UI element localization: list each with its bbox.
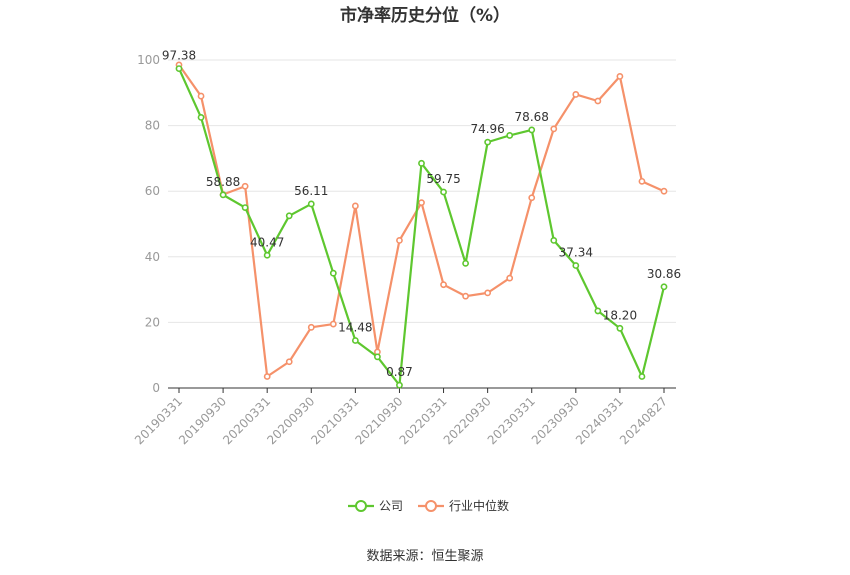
data-labels: 97.38 58.88 40.47 56.11 14.48 0.87 59.75 74.96 7… [162, 49, 681, 380]
data-point [440, 188, 447, 196]
data-point [638, 373, 646, 380]
data-point [396, 381, 403, 389]
data-point [572, 91, 580, 98]
data-point [418, 199, 425, 207]
data-point [219, 191, 227, 199]
data-point [241, 204, 249, 211]
data-point [307, 200, 315, 208]
data-point [263, 251, 271, 259]
data-label: 37.34 [559, 246, 593, 260]
data-point [528, 126, 536, 134]
data-label: 78.68 [515, 110, 549, 124]
series-layer [175, 61, 668, 389]
data-point [616, 73, 624, 80]
data-point [351, 202, 359, 210]
chart-title: 市净率历史分位（%） [340, 5, 510, 26]
data-label: 0.87 [386, 365, 413, 379]
data-point [660, 187, 668, 195]
data-point [263, 373, 271, 380]
y-tick-label: 60 [145, 184, 160, 198]
data-point [484, 138, 492, 146]
series-line-0 [177, 68, 666, 387]
data-point [329, 269, 337, 277]
legend-item-0[interactable]: 公司 [348, 499, 403, 513]
y-tick-label: 80 [145, 119, 160, 133]
legend-label: 公司 [379, 499, 403, 513]
data-point [285, 212, 293, 220]
data-label: 97.38 [162, 49, 196, 63]
data-point [638, 177, 646, 185]
y-tick-label: 100 [137, 53, 160, 67]
data-label: 59.75 [426, 172, 460, 186]
data-point [307, 323, 315, 331]
data-point [351, 337, 359, 344]
data-label: 58.88 [206, 175, 240, 189]
data-point [506, 274, 514, 282]
data-point [440, 281, 447, 289]
data-point [329, 320, 337, 328]
data-point [418, 159, 425, 167]
y-tick-label: 40 [145, 250, 160, 264]
x-tick-label: 20240827 [617, 394, 670, 447]
data-point [484, 289, 492, 297]
y-tick-label: 20 [145, 315, 160, 329]
data-point [550, 236, 558, 244]
legend-marker [425, 500, 437, 512]
data-point [506, 132, 514, 139]
legend-marker [355, 500, 367, 512]
data-point [594, 97, 602, 105]
data-label: 74.96 [470, 122, 504, 136]
data-point [616, 324, 624, 332]
data-point [550, 125, 558, 133]
legend-item-1[interactable]: 行业中位数 [418, 498, 509, 513]
data-point [462, 292, 469, 300]
data-label: 18.20 [603, 308, 637, 322]
legend-label: 行业中位数 [449, 498, 509, 513]
data-point [175, 65, 183, 72]
x-axis: 2019033120190930202003312020093020210331… [132, 387, 676, 447]
data-point [374, 353, 381, 361]
data-label: 30.86 [647, 267, 681, 281]
data-point [241, 182, 249, 190]
data-point [285, 358, 293, 366]
data-point [197, 92, 205, 100]
data-label: 56.11 [294, 184, 328, 198]
data-label: 14.48 [338, 321, 372, 335]
data-point [396, 236, 403, 244]
data-label: 40.47 [250, 235, 284, 249]
legend[interactable]: 公司 行业中位数 [348, 498, 509, 513]
source-text: 数据来源：恒生聚源 [366, 549, 483, 564]
data-point [528, 194, 536, 202]
y-tick-label: 0 [152, 381, 160, 395]
data-point [197, 114, 205, 121]
data-point [462, 259, 469, 267]
data-point [660, 283, 668, 291]
data-point [572, 262, 580, 269]
data-point [594, 307, 602, 315]
y-axis-ticks: 0 20 40 60 80 100 [137, 53, 160, 395]
